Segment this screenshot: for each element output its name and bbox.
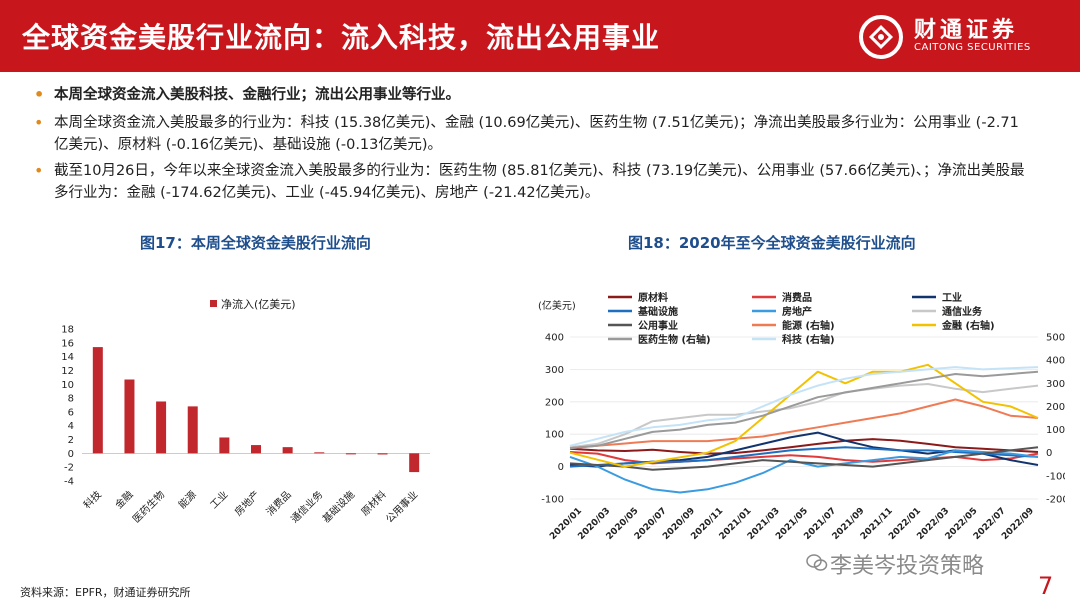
title-bar: 全球资金美股行业流向：流入科技，流出公用事业 财通证券 CAITONG SECU… bbox=[0, 0, 1080, 72]
legend-label: 医药生物 (右轴) bbox=[638, 333, 711, 346]
x-tick-label: 医药生物 bbox=[130, 488, 167, 525]
y-tick-label: 4 bbox=[68, 421, 74, 432]
series-line-通信业务 bbox=[569, 383, 1039, 449]
legend-label: 消费品 bbox=[782, 291, 812, 304]
bar-房地产 bbox=[251, 445, 261, 454]
bar-能源 bbox=[187, 406, 198, 454]
legend-label: 公用事业 bbox=[638, 319, 678, 332]
bar-基础设施 bbox=[345, 453, 356, 455]
y-tick-label: 14 bbox=[61, 352, 74, 363]
bar-公用事业 bbox=[409, 453, 420, 473]
y2-tick-label: 0 bbox=[1046, 448, 1052, 459]
y-tick-label: 200 bbox=[545, 397, 564, 408]
bullet-dot: • bbox=[34, 161, 44, 180]
x-tick-label: 通信业务 bbox=[288, 488, 325, 525]
y-tick-label: 0 bbox=[558, 462, 564, 473]
y-tick-label: 12 bbox=[61, 366, 74, 377]
bar-科技 bbox=[92, 347, 103, 454]
y-axis-unit: (亿美元) bbox=[538, 299, 576, 312]
series-line-公用事业 bbox=[569, 446, 1039, 471]
page-title: 全球资金美股行业流向：流入科技，流出公用事业 bbox=[22, 21, 661, 54]
bar-金融 bbox=[124, 379, 135, 454]
y2-tick-label: -200 bbox=[1046, 495, 1065, 506]
y-tick-label: 6 bbox=[68, 407, 74, 418]
y2-tick-label: 500 bbox=[1046, 333, 1065, 344]
bullet-dot: • bbox=[34, 85, 45, 104]
x-tick-label: 消费品 bbox=[263, 488, 293, 518]
x-tick-label: 公用事业 bbox=[383, 488, 420, 525]
legend-label: 科技 (右轴) bbox=[782, 333, 835, 346]
y-tick-label: 100 bbox=[545, 430, 564, 441]
series-line-原材料 bbox=[569, 438, 1039, 455]
y-tick-label: 18 bbox=[61, 325, 74, 336]
y-tick-label: -100 bbox=[541, 495, 564, 506]
series-line-金融 (右轴) bbox=[569, 363, 1039, 468]
bullet-dot: • bbox=[34, 113, 44, 132]
legend-label: 净流入(亿美元) bbox=[221, 297, 296, 311]
bullet-weekly: • 本周全球资金流入美股最多的行业为：科技 (15.38亿美元)、金融 (10.6… bbox=[34, 113, 1019, 153]
caitong-logo-icon bbox=[859, 15, 903, 59]
y2-tick-label: 400 bbox=[1046, 356, 1065, 367]
logo-en-text: CAITONG SECURITIES bbox=[914, 42, 1031, 53]
legend-label: 能源 (右轴) bbox=[782, 319, 835, 332]
y2-tick-label: 200 bbox=[1046, 402, 1065, 413]
x-tick-label: 能源 bbox=[176, 488, 199, 511]
legend-label: 通信业务 bbox=[942, 305, 983, 318]
y-tick-label: -4 bbox=[64, 477, 74, 488]
x-tick-label: 房地产 bbox=[232, 488, 262, 518]
bar-原材料 bbox=[377, 453, 388, 455]
bar-医药生物 bbox=[156, 401, 167, 454]
x-tick-label: 基础设施 bbox=[320, 488, 357, 525]
y-tick-label: 0 bbox=[68, 449, 74, 460]
y-tick-label: 400 bbox=[545, 333, 564, 344]
y2-tick-label: -100 bbox=[1046, 471, 1065, 482]
y-tick-label: 300 bbox=[545, 365, 564, 376]
y-tick-label: 2 bbox=[68, 435, 74, 446]
bar-通信业务 bbox=[314, 452, 325, 454]
bullet-list: • 本周全球资金流入美股科技、金融行业；流出公用事业等行业。 • 本周全球资金流入美… bbox=[26, 84, 1026, 208]
logo-cn-text: 财通证券 bbox=[914, 18, 1019, 43]
legend-label: 基础设施 bbox=[637, 305, 678, 318]
legend-label: 原材料 bbox=[638, 291, 668, 304]
bullet-ytd: • 截至10月26日，今年以来全球资金流入美股最多的行业为：医药生物 (85.81… bbox=[34, 161, 1025, 201]
legend-label: 房地产 bbox=[782, 305, 812, 318]
series-line-科技 (右轴) bbox=[569, 366, 1039, 447]
company-logo: 财通证券 CAITONG SECURITIES bbox=[858, 8, 1058, 64]
wechat-icon bbox=[806, 554, 828, 571]
source-note: 资料来源：EPFR，财通证券研究所 bbox=[20, 586, 191, 599]
bullet-summary: • 本周全球资金流入美股科技、金融行业；流出公用事业等行业。 bbox=[34, 85, 460, 104]
x-tick-label: 原材料 bbox=[358, 488, 388, 518]
weekly-flow-bar-chart: 净流入(亿美元) -4 -2 0 2 4 6 8 10 12 14 16 18 科技 金融医药生物 能源 工业房… bbox=[61, 297, 430, 525]
figure-17-title: 图17：本周全球资金美股行业流向 bbox=[140, 234, 371, 252]
series-line-能源 (右轴) bbox=[569, 398, 1039, 450]
y-tick-label: 10 bbox=[61, 380, 74, 391]
bar-工业 bbox=[219, 437, 230, 454]
flow-line-chart: (亿美元) -100 0 100 200 300 400 -200 -100 0 100 200 300… bbox=[538, 291, 1065, 542]
page-number: 7 bbox=[1038, 572, 1054, 600]
y-tick-label: -2 bbox=[64, 463, 74, 474]
watermark-text: 李美岑投资策略 bbox=[830, 554, 985, 579]
bar-消费品 bbox=[282, 447, 293, 454]
y-tick-label: 16 bbox=[61, 338, 74, 349]
y-tick-label: 8 bbox=[68, 394, 74, 405]
legend-swatch bbox=[210, 300, 217, 307]
x-tick-label: 金融 bbox=[112, 488, 135, 511]
figure-18-title: 图18：2020年至今全球资金美股行业流向 bbox=[628, 234, 916, 252]
y2-tick-label: 100 bbox=[1046, 425, 1065, 436]
x-tick-label: 工业 bbox=[208, 489, 231, 512]
x-tick-label: 科技 bbox=[81, 488, 104, 511]
y2-tick-label: 300 bbox=[1046, 379, 1065, 390]
legend-label: 金融 (右轴) bbox=[941, 319, 995, 332]
series-line-医药生物 (右轴) bbox=[569, 370, 1039, 450]
legend-label: 工业 bbox=[942, 291, 962, 304]
